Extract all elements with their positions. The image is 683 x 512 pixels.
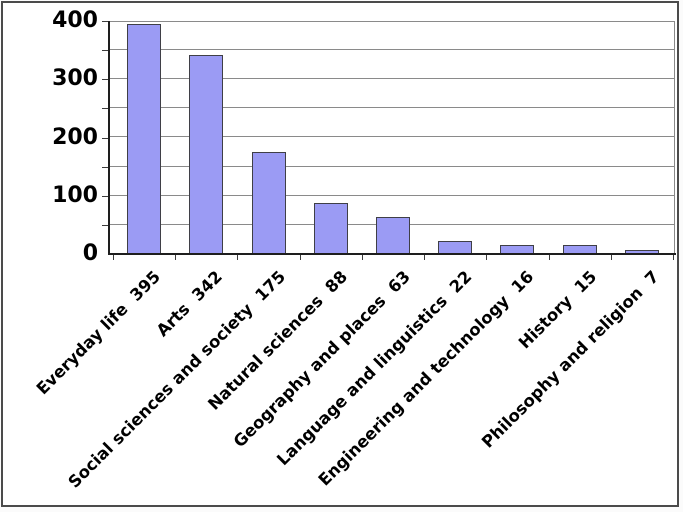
- y-axis-tick: [102, 225, 108, 226]
- gridline: [110, 78, 674, 79]
- x-axis-tick: [113, 255, 114, 260]
- x-axis-tick: [549, 255, 550, 260]
- x-axis-tick: [175, 255, 176, 260]
- bar: [314, 203, 348, 254]
- gridline: [110, 195, 674, 196]
- x-axis-tick: [486, 255, 487, 260]
- bar: [252, 152, 286, 254]
- gridline: [110, 49, 674, 50]
- y-axis-tick: [102, 50, 108, 51]
- y-tick-label: 0: [82, 241, 98, 266]
- x-axis-tick: [611, 255, 612, 260]
- x-axis-tick: [237, 255, 238, 260]
- gridline: [110, 136, 674, 137]
- y-axis-tick: [102, 21, 108, 22]
- y-axis-tick: [102, 138, 108, 139]
- y-axis-tick: [102, 108, 108, 109]
- x-axis-line: [108, 253, 676, 255]
- x-tick-label: Engineering and technology 16: [314, 267, 538, 490]
- y-axis-tick: [102, 167, 108, 168]
- x-axis-tick: [673, 255, 674, 260]
- x-axis-tick: [300, 255, 301, 260]
- y-tick-label: 100: [52, 183, 98, 208]
- bar: [563, 245, 597, 254]
- bar: [376, 217, 410, 254]
- y-tick-label: 200: [52, 125, 98, 150]
- y-axis-tick: [102, 196, 108, 197]
- x-axis-tick: [362, 255, 363, 260]
- gridline: [110, 166, 674, 167]
- x-axis-tick: [424, 255, 425, 260]
- bar: [189, 55, 223, 254]
- y-tick-label: 300: [52, 66, 98, 91]
- bar: [438, 241, 472, 254]
- bar: [625, 250, 659, 254]
- y-tick-label: 400: [52, 8, 98, 33]
- x-tick-label: Everyday life 395: [33, 267, 165, 399]
- bar: [500, 245, 534, 254]
- y-axis-line: [108, 21, 110, 255]
- gridline: [110, 107, 674, 108]
- y-axis-tick: [102, 79, 108, 80]
- bar: [127, 24, 161, 254]
